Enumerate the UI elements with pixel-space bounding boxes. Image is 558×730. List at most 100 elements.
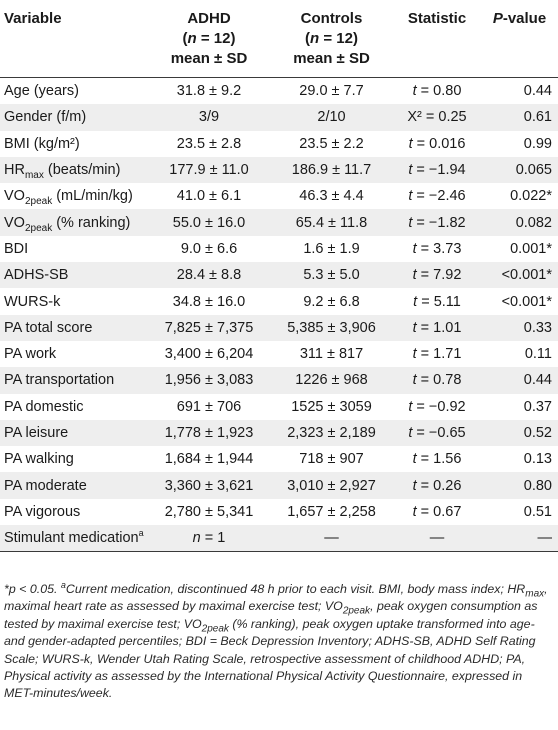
cell-adhd: 28.4 ± 8.8 xyxy=(148,262,270,289)
table-row: Stimulant medicationa n = 1— — — xyxy=(0,525,558,553)
cell-adhd: 691 ± 706 xyxy=(148,393,270,420)
cell-statistic: t = 5.11 xyxy=(393,288,481,315)
table-row: PA walking 1,684 ± 1,944 718 ± 907 t = 1.56… xyxy=(0,446,558,473)
cell-statistic: t = 1.71 xyxy=(393,340,481,368)
cell-adhd: 7,825 ± 7,375 xyxy=(148,314,270,341)
cell-pvalue: 0.082 xyxy=(481,209,558,236)
cell-adhd: 3/9 xyxy=(148,104,270,131)
cell-variable: ADHS-SB xyxy=(0,262,148,289)
cell-adhd: n = 1 xyxy=(148,525,270,553)
cell-pvalue: 0.51 xyxy=(481,498,558,526)
cell-pvalue: 0.022* xyxy=(481,183,558,210)
cell-pvalue: <0.001* xyxy=(481,288,558,315)
cell-controls: 2/10 xyxy=(270,104,393,131)
cell-variable: VO2peak (% ranking) xyxy=(0,209,148,236)
table-row: PA work 3,400 ± 6,204 311 ± 817 t = 1.71 0.1… xyxy=(0,340,558,368)
cell-controls: 1,657 ± 2,258 xyxy=(270,498,393,526)
cell-variable: PA work xyxy=(0,340,148,368)
cell-statistic: — xyxy=(393,525,481,553)
cell-adhd: 1,956 ± 3,083 xyxy=(148,367,270,394)
cell-statistic: t = −0.65 xyxy=(393,419,481,447)
table-row: ADHS-SB 28.4 ± 8.8 5.3 ± 5.0 t = 7.92 <0.001… xyxy=(0,262,558,289)
table-row: PA total score 7,825 ± 7,375 5,385 ± 3,906… xyxy=(0,314,558,341)
table-row: WURS-k 34.8 ± 16.0 9.2 ± 6.8 t = 5.11 <0.001… xyxy=(0,288,558,315)
cell-statistic: t = 1.01 xyxy=(393,314,481,341)
cell-controls: 65.4 ± 11.8 xyxy=(270,209,393,236)
cell-controls: 23.5 ± 2.2 xyxy=(270,130,393,157)
header-statistic: Statistic xyxy=(393,0,481,78)
cell-pvalue: 0.11 xyxy=(481,340,558,368)
table-row: BDI 9.0 ± 6.6 1.6 ± 1.9 t = 3.73 0.001* xyxy=(0,235,558,263)
cell-statistic: t = −2.46 xyxy=(393,183,481,210)
cell-controls: 311 ± 817 xyxy=(270,340,393,368)
table-footnote: *p < 0.05. aCurrent medication, disconti… xyxy=(4,579,548,701)
cell-adhd: 177.9 ± 11.0 xyxy=(148,156,270,184)
header-adhd-title: ADHD xyxy=(187,10,231,27)
cell-controls: — xyxy=(270,525,393,553)
table-header: Variable ADHD (n = 12) mean ± SD Control… xyxy=(0,0,558,78)
cell-statistic: t = −1.82 xyxy=(393,209,481,236)
cell-statistic: t = 7.92 xyxy=(393,262,481,289)
header-adhd-stat: mean ± SD xyxy=(170,50,248,67)
cell-statistic: t = 0.016 xyxy=(393,130,481,157)
cell-adhd: 1,778 ± 1,923 xyxy=(148,419,270,447)
cell-variable: Age (years) xyxy=(0,77,148,105)
cell-controls: 3,010 ± 2,927 xyxy=(270,472,393,499)
cell-controls: 2,323 ± 2,189 xyxy=(270,419,393,447)
table-row: VO2peak (mL/min/kg) 41.0 ± 6.1 46.3 ± 4.4 t… xyxy=(0,183,558,210)
cell-statistic: t = −0.92 xyxy=(393,393,481,420)
cell-controls: 1226 ± 968 xyxy=(270,367,393,394)
cell-statistic: t = 1.56 xyxy=(393,446,481,473)
cell-variable: PA vigorous xyxy=(0,498,148,526)
cell-pvalue: 0.80 xyxy=(481,472,558,499)
cell-variable: BMI (kg/m²) xyxy=(0,130,148,157)
cell-statistic: t = 0.67 xyxy=(393,498,481,526)
table-row: PA vigorous 2,780 ± 5,341 1,657 ± 2,258 t =… xyxy=(0,498,558,526)
cell-pvalue: 0.52 xyxy=(481,419,558,447)
cell-variable: PA transportation xyxy=(0,367,148,394)
data-table: Variable ADHD (n = 12) mean ± SD Control… xyxy=(0,0,558,553)
cell-controls: 718 ± 907 xyxy=(270,446,393,473)
table-body: Age (years) 31.8 ± 9.2 29.0 ± 7.7 t = 0.80 0… xyxy=(0,77,558,553)
cell-controls: 5.3 ± 5.0 xyxy=(270,262,393,289)
cell-adhd: 23.5 ± 2.8 xyxy=(148,130,270,157)
header-controls: Controls (n = 12) mean ± SD xyxy=(270,0,393,78)
table-row: BMI (kg/m²) 23.5 ± 2.8 23.5 ± 2.2 t = 0.016… xyxy=(0,130,558,157)
cell-variable: PA moderate xyxy=(0,472,148,499)
cell-adhd: 41.0 ± 6.1 xyxy=(148,183,270,210)
cell-adhd: 31.8 ± 9.2 xyxy=(148,77,270,105)
cell-adhd: 3,360 ± 3,621 xyxy=(148,472,270,499)
cell-pvalue: 0.13 xyxy=(481,446,558,473)
cell-statistic: t = 0.78 xyxy=(393,367,481,394)
cell-pvalue: 0.99 xyxy=(481,130,558,157)
header-controls-n: (n = 12) xyxy=(305,30,358,47)
cell-variable: PA total score xyxy=(0,314,148,341)
cell-adhd: 34.8 ± 16.0 xyxy=(148,288,270,315)
header-pvalue: P-value xyxy=(481,0,558,78)
cell-controls: 29.0 ± 7.7 xyxy=(270,77,393,105)
cell-pvalue: 0.44 xyxy=(481,367,558,394)
cell-pvalue: 0.61 xyxy=(481,104,558,131)
cell-adhd: 3,400 ± 6,204 xyxy=(148,340,270,368)
cell-controls: 186.9 ± 11.7 xyxy=(270,156,393,184)
cell-adhd: 9.0 ± 6.6 xyxy=(148,235,270,263)
cell-adhd: 2,780 ± 5,341 xyxy=(148,498,270,526)
cell-controls: 9.2 ± 6.8 xyxy=(270,288,393,315)
cell-statistic: t = −1.94 xyxy=(393,156,481,184)
cell-variable: HRmax (beats/min) xyxy=(0,156,148,184)
header-variable: Variable xyxy=(0,0,148,78)
cell-variable: Stimulant medicationa xyxy=(0,525,148,553)
cell-variable: VO2peak (mL/min/kg) xyxy=(0,183,148,210)
header-adhd: ADHD (n = 12) mean ± SD xyxy=(148,0,270,78)
cell-pvalue: — xyxy=(481,525,558,553)
table-row: PA transportation 1,956 ± 3,083 1226 ± 968… xyxy=(0,367,558,394)
cell-pvalue: 0.065 xyxy=(481,156,558,184)
table-row: PA moderate 3,360 ± 3,621 3,010 ± 2,927 t =… xyxy=(0,472,558,499)
cell-variable: PA walking xyxy=(0,446,148,473)
cell-adhd: 1,684 ± 1,944 xyxy=(148,446,270,473)
table-row: Age (years) 31.8 ± 9.2 29.0 ± 7.7 t = 0.80 0… xyxy=(0,77,558,105)
header-controls-stat: mean ± SD xyxy=(293,50,370,67)
header-controls-title: Controls xyxy=(300,10,363,27)
cell-statistic: X² = 0.25 xyxy=(393,104,481,131)
